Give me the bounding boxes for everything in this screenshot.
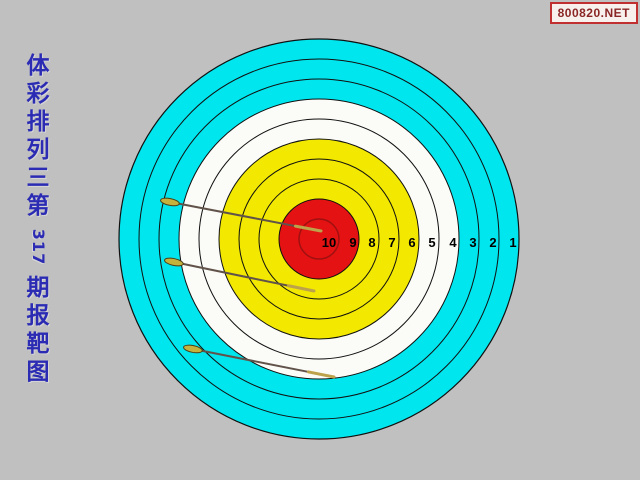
title-char: 317 bbox=[29, 228, 48, 266]
title-char: 期 bbox=[26, 275, 50, 301]
arrow-2 bbox=[164, 257, 316, 293]
title-char: 三 bbox=[26, 165, 50, 191]
arrow-shaft bbox=[187, 347, 329, 377]
ring-label-4: 4 bbox=[449, 235, 457, 250]
ring-label-9: 9 bbox=[349, 235, 356, 250]
arrow-fletching bbox=[160, 197, 180, 207]
arrow-head bbox=[306, 370, 336, 379]
watermark: 800820.NET bbox=[549, 2, 638, 24]
ring-label-10: 10 bbox=[322, 235, 336, 250]
arrow-head bbox=[287, 284, 316, 293]
ring-label-7: 7 bbox=[388, 235, 395, 250]
arrow-fletching bbox=[164, 257, 184, 267]
target-ring-40 bbox=[278, 198, 360, 280]
target-ring-120 bbox=[198, 118, 440, 360]
ring-label-8: 8 bbox=[368, 235, 375, 250]
target-ring-20 bbox=[298, 218, 340, 260]
ring-label-1: 1 bbox=[509, 235, 516, 250]
arrow-1 bbox=[160, 197, 323, 233]
ring-label-5: 5 bbox=[428, 235, 435, 250]
arrow-fletching bbox=[183, 344, 203, 354]
ring-label-2: 2 bbox=[489, 235, 496, 250]
title-char: 第 bbox=[26, 193, 50, 219]
title-char: 列 bbox=[26, 137, 50, 163]
title-char: 体 bbox=[26, 53, 50, 79]
vertical-title: 体彩排列三第 317 期报靶图 bbox=[22, 52, 54, 386]
target-ring-60 bbox=[258, 178, 380, 300]
arrow-head bbox=[293, 224, 323, 233]
title-char: 彩 bbox=[26, 81, 50, 107]
title-char: 排 bbox=[26, 109, 50, 135]
target-ring-160 bbox=[158, 78, 480, 400]
target-ring-180 bbox=[138, 58, 500, 420]
title-char: 报 bbox=[26, 303, 50, 329]
arrow-shaft bbox=[168, 260, 309, 291]
arrow-3 bbox=[183, 344, 336, 379]
target-ring-80 bbox=[238, 158, 400, 320]
ring-label-3: 3 bbox=[469, 235, 476, 250]
title-char: 靶 bbox=[26, 331, 50, 357]
title-char: 图 bbox=[26, 359, 50, 385]
arrow-shaft bbox=[164, 200, 316, 231]
ring-label-6: 6 bbox=[408, 235, 415, 250]
